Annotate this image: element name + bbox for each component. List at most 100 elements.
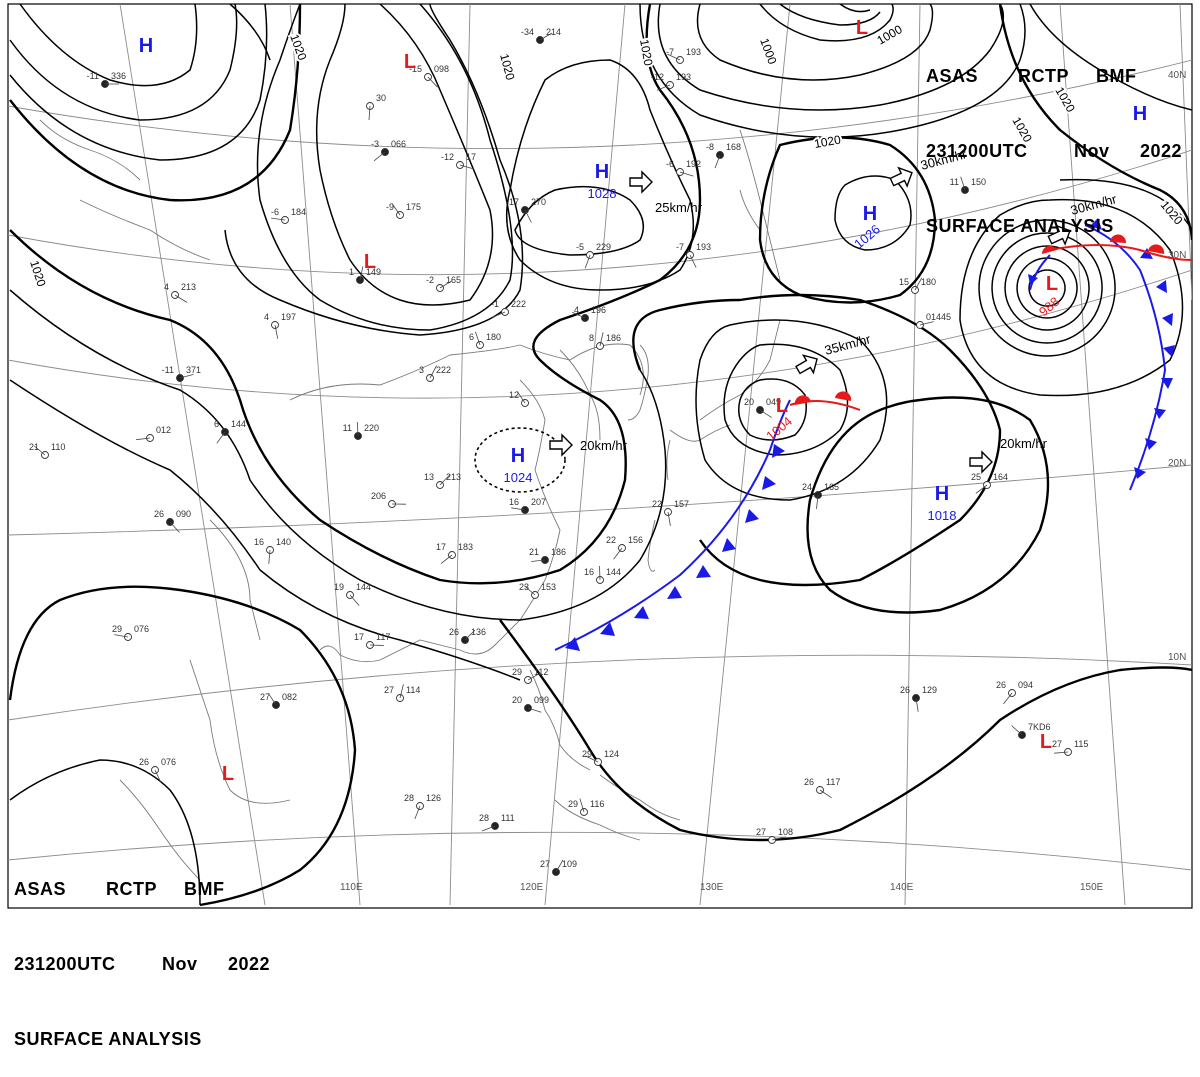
station-pressure: 140 — [276, 537, 291, 547]
station-temperature: -2 — [426, 275, 434, 285]
latitude-label: 10N — [1168, 652, 1186, 663]
low-pressure-center: L — [856, 17, 868, 39]
station-pressure: 196 — [591, 305, 606, 315]
low-pressure-center: L — [364, 251, 376, 273]
station-pressure: 175 — [406, 202, 421, 212]
station-temperature: -7 — [676, 242, 684, 252]
station-pressure: 124 — [604, 749, 619, 759]
station-temperature: 17 — [354, 632, 364, 642]
longitude-label: 150E — [1080, 882, 1104, 893]
station-pressure: 076 — [161, 757, 176, 767]
station-pressure: 156 — [628, 535, 643, 545]
station-pressure: 207 — [531, 497, 546, 507]
station-temperature: 15 — [899, 277, 909, 287]
station-temperature: 16 — [509, 497, 519, 507]
product-label: SURFACE ANALYSIS — [926, 214, 1114, 239]
station-temperature: 4 — [264, 312, 269, 322]
time-label: 231200UTC — [926, 139, 1074, 164]
station-temperature: 27 — [384, 685, 394, 695]
station-pressure: 157 — [674, 499, 689, 509]
time-label: 231200UTC — [14, 952, 162, 977]
station-pressure: 066 — [391, 139, 406, 149]
station-pressure: 114 — [406, 685, 420, 695]
high-pressure-center: H — [863, 203, 877, 225]
station-temperature: 28 — [404, 793, 414, 803]
station-temperature: 22 — [652, 499, 662, 509]
wind-barb-icon — [370, 645, 384, 646]
station-pressure: 371 — [186, 365, 201, 375]
station-temperature: 8 — [589, 333, 594, 343]
station-temperature: -3 — [371, 139, 379, 149]
station-temperature: -17 — [506, 197, 519, 207]
low-pressure-center: L — [776, 395, 788, 417]
station-temperature: 3 — [419, 365, 424, 375]
station-temperature: 16 — [254, 537, 264, 547]
station-pressure: 165 — [824, 482, 839, 492]
station-temperature: 29 — [512, 667, 522, 677]
station-temperature: 26 — [449, 627, 459, 637]
station-pressure: 180 — [486, 332, 501, 342]
station-pressure: 098 — [434, 64, 449, 74]
station-pressure: 193 — [696, 242, 711, 252]
center-pressure-value: 1018 — [928, 508, 957, 523]
high-pressure-center: H — [139, 35, 153, 57]
latitude-label: 20N — [1168, 458, 1186, 469]
station-temperature: -34 — [521, 27, 534, 37]
station-temperature: 11 — [343, 423, 352, 433]
station-pressure: 144 — [606, 567, 621, 577]
low-pressure-center: L — [1040, 731, 1052, 753]
station-pressure: 220 — [364, 423, 379, 433]
station-pressure: 117 — [376, 632, 390, 642]
station-temperature: -8 — [706, 142, 714, 152]
station-pressure: 144 — [356, 582, 371, 592]
center-pressure-value: 1028 — [588, 186, 617, 201]
station-temperature: 20 — [744, 397, 754, 407]
station-temperature: 16 — [584, 567, 594, 577]
station-pressure: 012 — [156, 425, 171, 435]
station-pressure: 192 — [686, 159, 701, 169]
year-label: 2022 — [1140, 139, 1182, 164]
station-pressure: 213 — [446, 472, 461, 482]
motion-speed-label: 20km/hr — [1000, 436, 1048, 451]
station-temperature: 28 — [479, 813, 489, 823]
station-pressure: 229 — [596, 242, 611, 252]
station-pressure: 186 — [551, 547, 566, 557]
station-temperature: -12 — [441, 152, 454, 162]
station-temperature: -11 — [87, 71, 99, 81]
station-temperature: 17 — [436, 542, 446, 552]
station-pressure: 186 — [606, 333, 621, 343]
station-pressure: 197 — [281, 312, 296, 322]
station-temperature: 27 — [260, 692, 270, 702]
station-pressure: 184 — [291, 207, 306, 217]
longitude-label: 120E — [520, 882, 544, 893]
station-pressure: 099 — [534, 695, 549, 705]
station-temperature: 21 — [29, 442, 39, 452]
longitude-label: 130E — [700, 882, 724, 893]
wind-barb-icon — [600, 566, 601, 580]
station-pressure: 111 — [501, 813, 515, 823]
low-pressure-center: L — [404, 51, 416, 73]
station-pressure: 129 — [922, 685, 937, 695]
motion-speed-label: 25km/hr — [655, 200, 703, 215]
station-temperature: -6 — [271, 207, 279, 217]
center-pressure-value: 1024 — [504, 470, 533, 485]
station-pressure: 112 — [534, 667, 548, 677]
station-pressure: 164 — [993, 472, 1008, 482]
station-pressure: 183 — [458, 542, 473, 552]
agency-label: ASAS — [14, 877, 106, 902]
station-pressure: 136 — [471, 627, 486, 637]
station-temperature: -6 — [666, 159, 674, 169]
station-pressure: 108 — [778, 827, 793, 837]
station-pressure: 117 — [826, 777, 840, 787]
station-label: RCTP — [1018, 64, 1096, 89]
low-pressure-center: L — [1046, 273, 1058, 295]
station-temperature: -1 — [491, 299, 499, 309]
station-pressure: 168 — [726, 142, 741, 152]
high-pressure-center: H — [935, 483, 949, 505]
station-temperature: 22 — [606, 535, 616, 545]
station-temperature: -5 — [576, 242, 584, 252]
station-temperature: 29 — [112, 624, 122, 634]
station-pressure: 180 — [921, 277, 936, 287]
station-pressure: 193 — [676, 72, 691, 82]
